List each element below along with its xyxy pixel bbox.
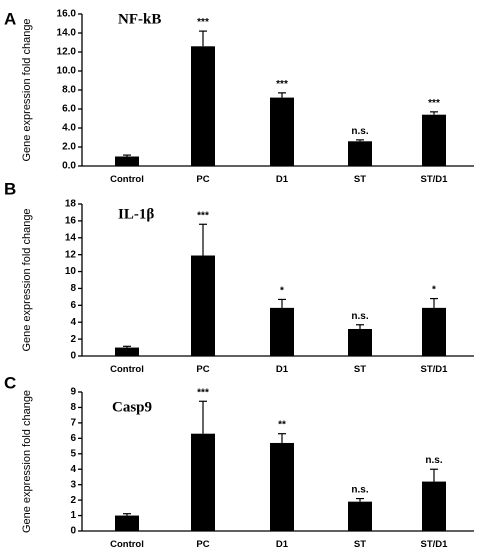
panel-title: NF-kB (118, 11, 161, 27)
x-tick-label: ST (354, 364, 366, 375)
y-axis-label: Gene expression fold change (21, 390, 33, 533)
x-tick-label: ST/D1 (421, 364, 449, 375)
x-tick-label: PC (196, 174, 209, 185)
y-tick-label: 12 (65, 249, 77, 260)
x-tick-label: D1 (276, 539, 289, 550)
bar-st (348, 328, 372, 356)
y-tick-label: 10.0 (57, 66, 77, 77)
y-tick-label: 5 (70, 448, 76, 459)
x-tick-label: ST (354, 539, 366, 550)
significance-label: ** (278, 420, 286, 431)
bar-pc (191, 255, 215, 356)
bar-st-d1 (422, 307, 446, 356)
panel-letter: A (4, 9, 16, 28)
y-tick-label: 10 (65, 266, 77, 277)
bar-d1 (270, 307, 294, 356)
y-tick-label: 8 (70, 283, 76, 294)
bar-control (115, 515, 139, 531)
panel-letter: C (4, 373, 16, 392)
x-tick-label: Control (110, 364, 144, 375)
y-axis-label: Gene expression fold change (21, 18, 33, 161)
x-tick-label: ST/D1 (421, 174, 449, 185)
y-tick-label: 2 (70, 334, 76, 345)
x-tick-label: Control (110, 174, 144, 185)
chart-panel-a: A NF-kB Gene expression fold change 0.0 2.0 4… (4, 9, 474, 185)
y-tick-label: 2.0 (62, 142, 76, 153)
y-tick-label: 14 (65, 232, 77, 243)
bar-pc (191, 46, 215, 166)
bar-st (348, 141, 372, 166)
significance-label: n.s. (425, 455, 442, 466)
y-tick-label: 8 (70, 402, 76, 413)
panel-title: Casp9 (112, 399, 152, 415)
panel-title: IL-1β (118, 206, 154, 222)
bar-d1 (270, 97, 294, 166)
y-axis-label: Gene expression fold change (21, 208, 33, 351)
significance-label: *** (197, 17, 209, 28)
y-tick-label: 1 (70, 510, 76, 521)
chart-panel-b: B IL-1β Gene expression fold change 0 2 4 6 8 10… (4, 179, 474, 375)
significance-label: n.s. (351, 126, 368, 137)
bar-pc (191, 433, 215, 531)
y-tick-label: 3 (70, 479, 76, 490)
bar-st-d1 (422, 481, 446, 531)
y-tick-label: 18 (65, 199, 77, 210)
x-tick-label: D1 (276, 174, 289, 185)
y-tick-label: 0.0 (62, 161, 76, 172)
y-tick-label: 4.0 (62, 123, 76, 134)
significance-label: *** (428, 98, 440, 109)
significance-label: n.s. (351, 485, 368, 496)
y-tick-label: 4 (70, 317, 76, 328)
x-tick-label: D1 (276, 364, 289, 375)
y-tick-label: 14.0 (57, 28, 77, 39)
significance-label: *** (197, 387, 209, 398)
significance-label: * (280, 285, 284, 296)
y-tick-label: 8.0 (62, 85, 76, 96)
y-tick-label: 9 (70, 387, 76, 398)
significance-label: n.s. (351, 311, 368, 322)
y-tick-label: 6 (70, 433, 76, 444)
significance-label: *** (197, 210, 209, 221)
bar-st-d1 (422, 114, 446, 166)
bar-d1 (270, 442, 294, 531)
y-tick-label: 4 (70, 464, 76, 475)
x-tick-label: PC (196, 364, 209, 375)
significance-label: * (432, 285, 436, 296)
x-tick-label: ST/D1 (421, 539, 449, 550)
y-tick-label: 16.0 (57, 9, 77, 20)
y-tick-label: 6 (70, 300, 76, 311)
y-tick-label: 2 (70, 495, 76, 506)
y-tick-label: 6.0 (62, 104, 76, 115)
bar-control (115, 156, 139, 166)
significance-label: *** (276, 79, 288, 90)
x-tick-label: Control (110, 539, 144, 550)
y-tick-label: 16 (65, 216, 77, 227)
panel-letter: B (4, 179, 16, 198)
x-tick-label: ST (354, 174, 366, 185)
y-tick-label: 0 (70, 351, 76, 362)
y-tick-label: 7 (70, 418, 76, 429)
x-tick-label: PC (196, 539, 209, 550)
chart-panel-c: C Casp9 Gene expression fold change 0 1 2 3 4 5 6… (4, 373, 474, 550)
y-tick-label: 0 (70, 526, 76, 537)
bar-st (348, 501, 372, 531)
y-tick-label: 12.0 (57, 47, 77, 58)
bar-control (115, 347, 139, 356)
